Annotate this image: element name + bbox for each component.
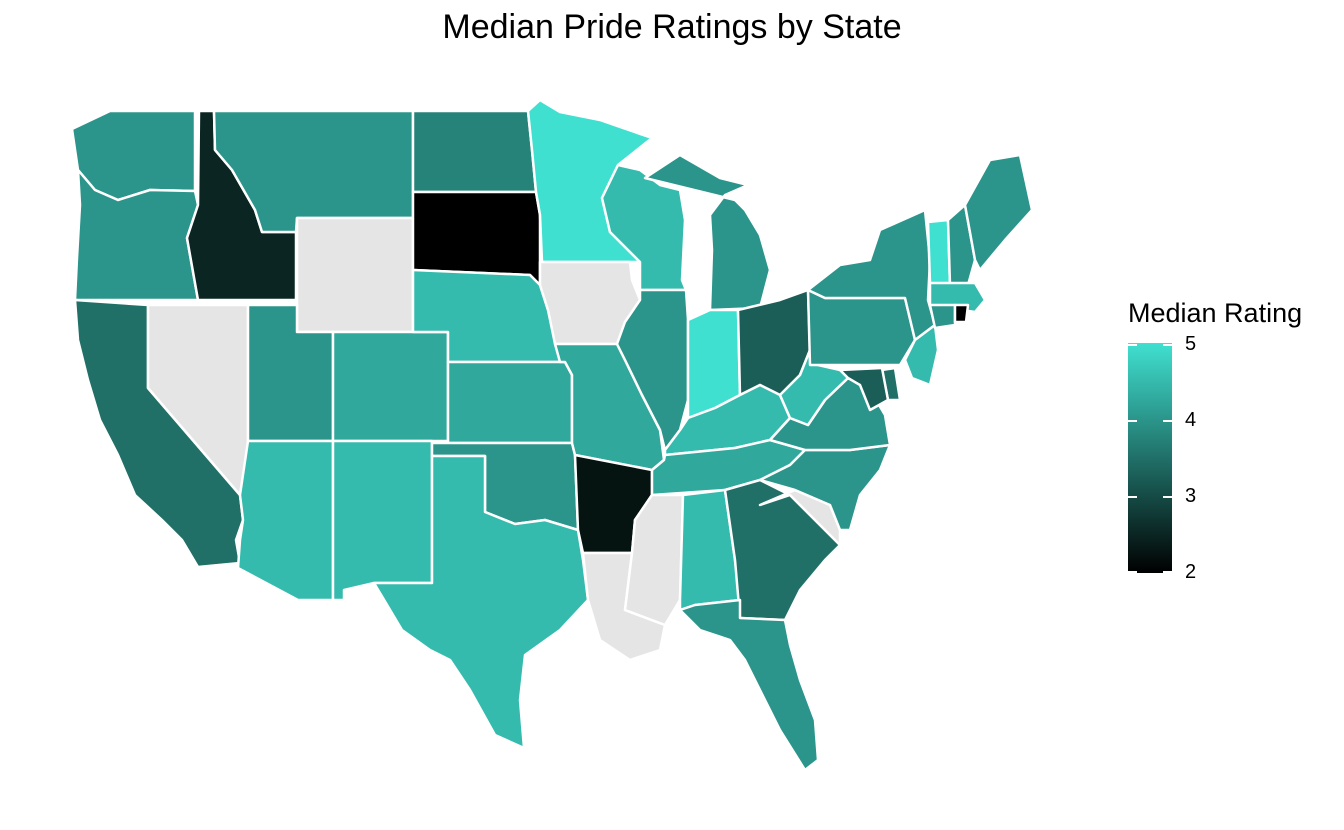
- state-PA: [806, 288, 917, 367]
- legend-tick-label-5: 5: [1185, 333, 1197, 355]
- state-GA: [723, 478, 842, 622]
- legend-color-bar: [1128, 343, 1172, 573]
- state-TX: [372, 454, 590, 750]
- legend-tick-label-3: 3: [1185, 485, 1197, 507]
- map-title: Median Pride Ratings by State: [442, 8, 902, 46]
- legend-tick-label-4: 4: [1185, 409, 1197, 431]
- state-CO: [331, 330, 450, 443]
- state-ME: [963, 153, 1034, 272]
- state-CT: [928, 303, 957, 330]
- state-MD: [838, 366, 890, 412]
- legend-title: Median Rating: [1128, 298, 1303, 328]
- legend-tick-label-2: 2: [1185, 561, 1197, 583]
- state-RI: [953, 303, 970, 324]
- state-WI: [600, 163, 688, 292]
- state-VT: [926, 218, 952, 287]
- state-MI: [643, 153, 772, 312]
- state-WY: [295, 216, 415, 334]
- state-NM: [331, 439, 434, 602]
- state-FL: [678, 598, 820, 772]
- state-AZ: [236, 439, 335, 602]
- state-ND: [411, 109, 538, 194]
- state-KS: [446, 360, 574, 445]
- state-MS: [623, 493, 685, 627]
